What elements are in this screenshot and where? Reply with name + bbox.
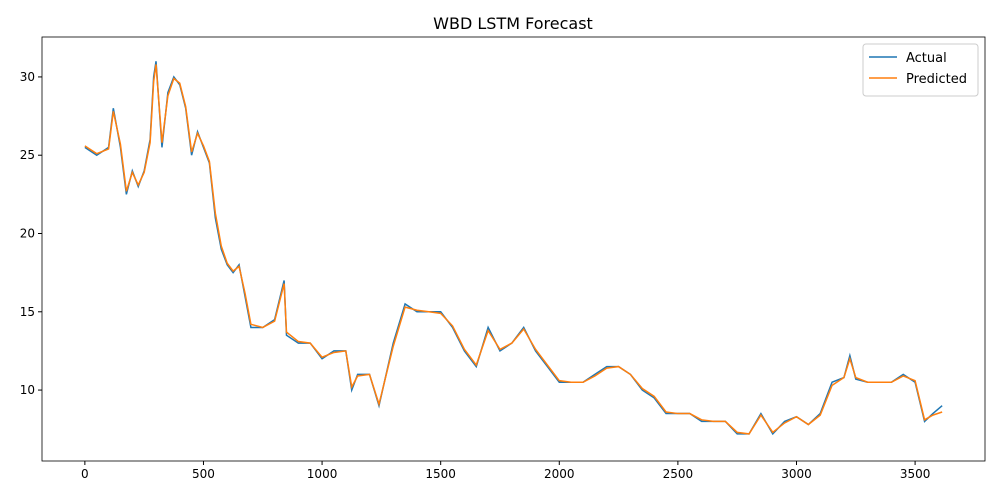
x-tick-label: 1000 [307, 467, 338, 481]
x-tick-label: 3500 [900, 467, 931, 481]
x-tick-label: 500 [192, 467, 215, 481]
y-tick-label: 10 [20, 383, 35, 397]
chart-title: WBD LSTM Forecast [433, 14, 593, 33]
x-tick-label: 2500 [663, 467, 694, 481]
plot-frame [41, 36, 986, 462]
x-tick-label: 3000 [781, 467, 812, 481]
data-line [84, 64, 943, 435]
y-tick-label: 15 [20, 305, 35, 319]
x-tick-label: 1500 [425, 467, 456, 481]
x-tick-label: 2000 [544, 467, 575, 481]
y-tick-label: 25 [20, 148, 35, 162]
y-tick-label: 30 [20, 70, 35, 84]
y-tick-label: 20 [20, 226, 35, 240]
x-tick-label: 0 [81, 467, 89, 481]
legend-label: Predicted [906, 72, 967, 87]
data-line [84, 61, 943, 436]
legend-label: Actual [906, 51, 947, 66]
